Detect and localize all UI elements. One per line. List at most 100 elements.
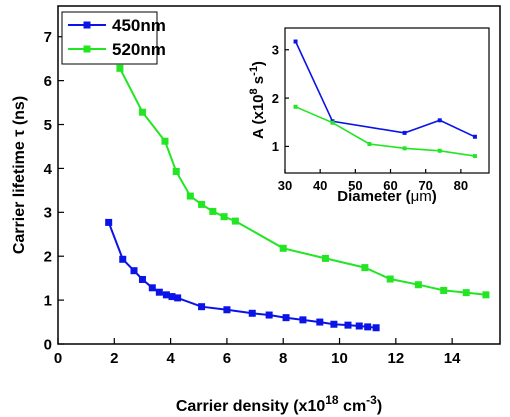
main-data-point — [155, 288, 163, 296]
inset-y-axis-title-exponent: 8 — [248, 88, 260, 94]
inset-y-axis-title-unit-exponent: -1 — [248, 66, 260, 76]
main-x-axis-title-text: Carrier density (x10 — [176, 398, 326, 415]
main-data-point — [462, 289, 470, 297]
main-data-point — [330, 320, 338, 328]
main-data-point — [138, 108, 146, 116]
main-data-point — [265, 311, 273, 319]
main-y-tick-label: 6 — [44, 73, 52, 90]
inset-data-point — [293, 39, 298, 44]
legend-marker-520nm — [83, 45, 91, 53]
inset-y-axis-title-close: ) — [250, 61, 267, 66]
inset-data-point — [367, 142, 372, 146]
main-x-axis-title: Carrier density (x1018 cm-3) — [176, 393, 382, 415]
main-y-tick-label: 0 — [44, 336, 52, 353]
main-data-point — [162, 291, 170, 299]
main-y-tick-label: 4 — [44, 161, 53, 178]
inset-y-tick-label: 1 — [272, 139, 279, 154]
main-data-point — [361, 264, 369, 272]
main-data-point — [414, 281, 422, 289]
main-x-tick-label: 12 — [387, 350, 404, 367]
main-data-point — [172, 167, 180, 175]
inset-data-point — [472, 134, 477, 139]
main-y-tick-label: 7 — [44, 29, 52, 46]
main-x-tick-label: 6 — [223, 350, 231, 367]
inset-data-point — [330, 120, 335, 125]
main-y-tick-label: 5 — [44, 117, 52, 134]
inset-x-tick-label: 60 — [383, 178, 397, 193]
main-data-point — [482, 291, 490, 299]
main-data-point — [440, 286, 448, 294]
main-data-point — [355, 322, 363, 330]
inset-x-tick-label: 40 — [313, 178, 327, 193]
inset-x-tick-label: 50 — [348, 178, 362, 193]
inset-y-axis-title-text: A (x10 — [250, 94, 267, 138]
main-data-point — [161, 137, 169, 145]
main-data-point — [231, 217, 239, 225]
main-data-point — [220, 213, 228, 221]
inset-plot-background — [285, 28, 489, 173]
main-x-tick-label: 10 — [331, 350, 348, 367]
main-data-point — [174, 294, 182, 302]
main-data-point — [299, 316, 307, 324]
main-x-axis-title-exponent: 18 — [325, 393, 339, 407]
main-data-point — [186, 192, 194, 200]
main-x-tick-label: 8 — [279, 350, 287, 367]
inset-y-axis-title-unit: s — [250, 76, 267, 89]
main-x-axis-title-close: ) — [377, 398, 382, 415]
inset-plot-frame — [284, 27, 490, 174]
main-x-tick-label: 4 — [166, 350, 175, 367]
main-data-point — [364, 323, 372, 331]
main-data-point — [344, 321, 352, 329]
main-y-tick-label: 3 — [44, 205, 52, 222]
inset-x-axis-title-text: Diameter ( — [337, 188, 410, 205]
inset-plot: 30 40 50 60 70 80 1 2 3 — [272, 27, 490, 193]
main-data-point — [105, 218, 113, 226]
inset-data-point — [437, 118, 442, 123]
main-data-point — [130, 267, 138, 275]
main-data-point — [198, 303, 206, 311]
main-x-tick-label: 2 — [110, 350, 118, 367]
inset-y-axis-title: A (x108 s-1) — [248, 61, 267, 139]
inset-x-axis-title-unit: μm — [411, 188, 432, 205]
main-x-tick-label: 0 — [54, 350, 62, 367]
inset-data-point — [402, 146, 407, 151]
main-data-point — [316, 318, 324, 326]
legend-marker-450nm — [83, 21, 91, 29]
main-data-point — [209, 207, 217, 215]
inset-x-axis-title: Diameter (μm) — [337, 188, 437, 205]
main-data-point — [168, 293, 176, 301]
main-x-tick-label: 14 — [444, 350, 461, 367]
main-data-point — [223, 306, 231, 314]
main-plot-frame — [57, 5, 501, 345]
main-x-axis-title-unit: cm — [339, 398, 367, 415]
inset-data-point — [293, 104, 298, 109]
legend-label-520nm: 520nm — [112, 40, 166, 59]
legend: 450nm 520nm — [61, 11, 166, 65]
main-data-point — [148, 284, 156, 292]
inset-series-line-1 — [295, 106, 476, 157]
inset-data-point — [472, 154, 477, 159]
inset-data-point — [437, 148, 442, 153]
main-data-point — [321, 254, 329, 262]
legend-label-450nm: 450nm — [112, 16, 166, 35]
main-data-point — [282, 314, 290, 322]
main-data-point — [372, 324, 380, 332]
main-y-tick-label: 2 — [44, 249, 52, 266]
legend-box — [61, 11, 158, 65]
main-y-tick-label: 1 — [44, 293, 52, 310]
main-data-point — [119, 255, 127, 263]
inset-data-point — [402, 130, 407, 135]
inset-x-tick-label: 30 — [278, 178, 292, 193]
main-data-point — [138, 275, 146, 283]
inset-y-tick-label: 2 — [272, 91, 279, 106]
main-y-axis-title: Carrier lifetime τ (ns) — [11, 96, 28, 254]
main-data-point — [116, 64, 124, 72]
main-data-point — [198, 200, 206, 208]
inset-x-tick-label: 70 — [418, 178, 432, 193]
main-data-point — [248, 309, 256, 317]
inset-y-tick-label: 3 — [272, 42, 279, 57]
inset-x-axis-title-close: ) — [432, 188, 437, 205]
main-x-axis-title-unit-exponent: -3 — [366, 393, 377, 407]
